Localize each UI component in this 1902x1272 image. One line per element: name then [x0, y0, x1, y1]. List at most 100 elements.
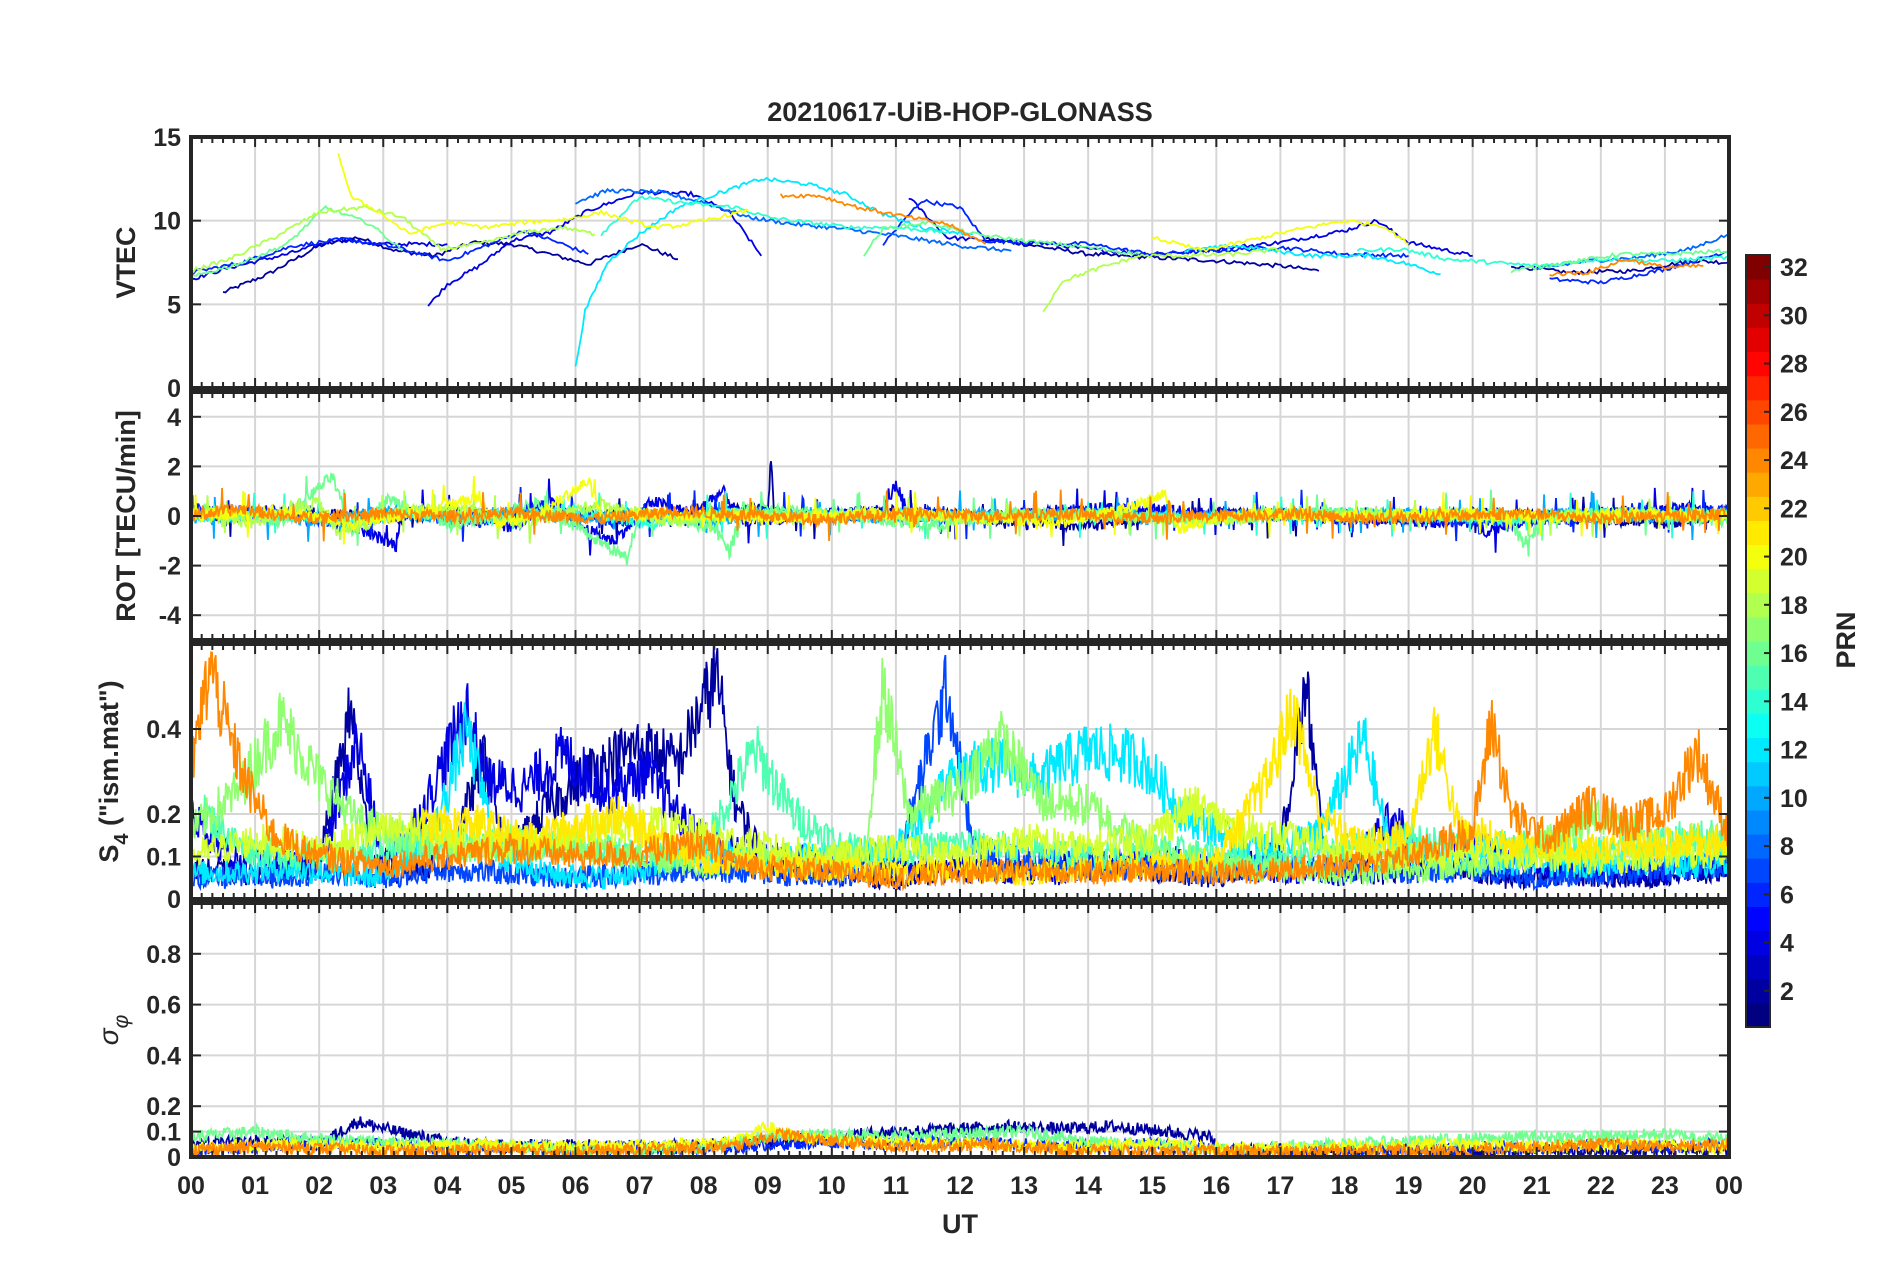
panel-s4: 00.10.20.4S4 ("ism.mat")	[94, 642, 1731, 914]
x-tick-label: 04	[433, 1172, 461, 1200]
x-tick-label: 07	[626, 1172, 654, 1200]
colorbar-swatch	[1746, 761, 1770, 787]
series-line-vtec-prn12-11	[574, 176, 973, 367]
x-tick-label: 02	[305, 1172, 333, 1200]
colorbar-swatch	[1746, 906, 1770, 932]
colorbar-swatch	[1746, 279, 1770, 304]
chart-title: 20210617-UiB-HOP-GLONASS	[767, 97, 1153, 127]
series-line-vtec-prn2-0	[222, 236, 678, 294]
series-line-vtec-prn18-18	[191, 204, 596, 274]
x-tick-label: 09	[754, 1172, 782, 1200]
y-tick-label: -4	[159, 602, 181, 630]
x-tick-label: 00	[177, 1172, 205, 1200]
series-group-rot	[191, 461, 1729, 566]
series-line-vtec-prn6-7	[882, 198, 1409, 259]
y-tick-label: 4	[167, 404, 181, 432]
y-ticks-sigma-phi: 00.10.2 0.4 0.6 0.8	[146, 941, 1729, 1172]
x-tick-label: 10	[818, 1172, 846, 1200]
y-tick-label: 15	[153, 124, 181, 152]
colorbar-tick-label: 2	[1780, 978, 1794, 1006]
series-line-sigma-phi-prn16-2	[191, 1122, 1729, 1157]
series-line-vtec-prn24-22	[779, 193, 987, 245]
colorbar-tick-label: 6	[1780, 881, 1794, 909]
colorbar-tick-label: 18	[1780, 592, 1808, 620]
y-tick-label: 2	[167, 453, 181, 481]
series-line-vtec-prn16-15	[191, 205, 404, 278]
colorbar-tick-label: 16	[1780, 640, 1808, 668]
x-tick-label: 14	[1074, 1172, 1102, 1200]
y-tick-label: 0	[167, 375, 181, 403]
x-ticks-s4	[190, 644, 1730, 899]
colorbar-tick-label: 20	[1780, 544, 1808, 572]
series-line-vtec-prn4-3	[191, 236, 448, 281]
colorbar-swatch	[1746, 858, 1770, 883]
series-line-rot-prn24-8	[191, 487, 1729, 542]
colorbar-tick-label: 32	[1780, 254, 1808, 282]
colorbar-swatch	[1746, 665, 1770, 690]
x-tick-label: 20	[1459, 1172, 1487, 1200]
x-axis-label: UT	[942, 1209, 978, 1239]
colorbar-tick-label: 12	[1780, 737, 1808, 765]
colorbar-swatch	[1746, 423, 1770, 449]
y-tick-label: 0.6	[146, 992, 181, 1020]
series-line-vtec-prn16-16	[863, 219, 1140, 257]
x-tick-label: 15	[1138, 1172, 1166, 1200]
series-line-vtec-prn8-10	[1536, 233, 1729, 271]
colorbar-swatch	[1746, 954, 1770, 980]
colorbar-tick-label: 14	[1780, 688, 1808, 716]
x-tick-label: 12	[946, 1172, 974, 1200]
panel-vtec: 0 5 10 15 VTEC	[111, 124, 1731, 403]
x-tick-label: 22	[1587, 1172, 1615, 1200]
series-line-vtec-prn8-9	[575, 187, 1012, 253]
y-tick-label: 0	[167, 503, 181, 531]
x-tick-label: 18	[1331, 1172, 1359, 1200]
y-ticks-s4: 0 0.1 0.2 0.4	[146, 716, 1729, 914]
y-tick-label: 0.1	[146, 844, 181, 872]
x-tick-label: 06	[562, 1172, 590, 1200]
colorbar-swatch	[1746, 472, 1770, 497]
y-tick-label: 0.2	[146, 1093, 181, 1121]
y-tick-label: 0	[167, 1144, 181, 1172]
colorbar-tick-label: 8	[1780, 833, 1794, 861]
colorbar-tick-label: 28	[1780, 351, 1808, 379]
colorbar-tick-label: 30	[1780, 302, 1808, 330]
y-tick-label: 10	[153, 208, 181, 236]
y-ticks-vtec: 0 5 10 15	[153, 124, 1729, 403]
colorbar-swatch	[1746, 375, 1770, 401]
colorbar-tick-label: 10	[1780, 785, 1808, 813]
colorbar-swatch	[1746, 616, 1770, 642]
y-tick-label: -2	[159, 553, 181, 581]
x-tick-label: 05	[498, 1172, 526, 1200]
x-tick-label: 11	[883, 1172, 910, 1200]
panel-rot: -4 -2 0 2 4 ROT [TECU/min]	[111, 390, 1731, 642]
colorbar-tick-label: 26	[1780, 399, 1808, 427]
x-ticks-vtec	[190, 137, 1730, 388]
series-line-s4-prn24-8	[191, 651, 1729, 892]
colorbar-label: PRN	[1831, 611, 1861, 668]
x-ticks-sigma-phi	[190, 903, 1730, 1157]
x-tick-label: 16	[1202, 1172, 1230, 1200]
x-tick-label: 13	[1010, 1172, 1038, 1200]
x-ticks-rot	[190, 392, 1730, 640]
series-group-vtec	[191, 153, 1729, 367]
y-ticks-rot: -4 -2 0 2 4	[159, 404, 1729, 630]
colorbar-tick-label: 4	[1780, 930, 1794, 958]
x-tick-label: 00	[1715, 1172, 1743, 1200]
y-tick-label: 0.4	[146, 716, 181, 744]
y-tick-label: 0.2	[146, 801, 181, 829]
colorbar-swatch	[1746, 809, 1770, 835]
colorbar-swatch	[1746, 1002, 1770, 1028]
x-tick-label: 19	[1395, 1172, 1423, 1200]
colorbar-tick-label: 22	[1780, 495, 1808, 523]
series-line-vtec-prn16-17	[1510, 248, 1729, 274]
x-tick-label: 08	[690, 1172, 718, 1200]
series-line-vtec-prn20-20	[337, 153, 749, 235]
series-line-vtec-prn18-19	[1042, 247, 1281, 313]
x-tick-label: 01	[241, 1172, 269, 1200]
series-group-s4	[191, 645, 1729, 892]
colorbar-swatch	[1746, 520, 1770, 546]
y-axis-label-vtec: VTEC	[111, 226, 141, 298]
x-tick-label: 17	[1267, 1172, 1295, 1200]
